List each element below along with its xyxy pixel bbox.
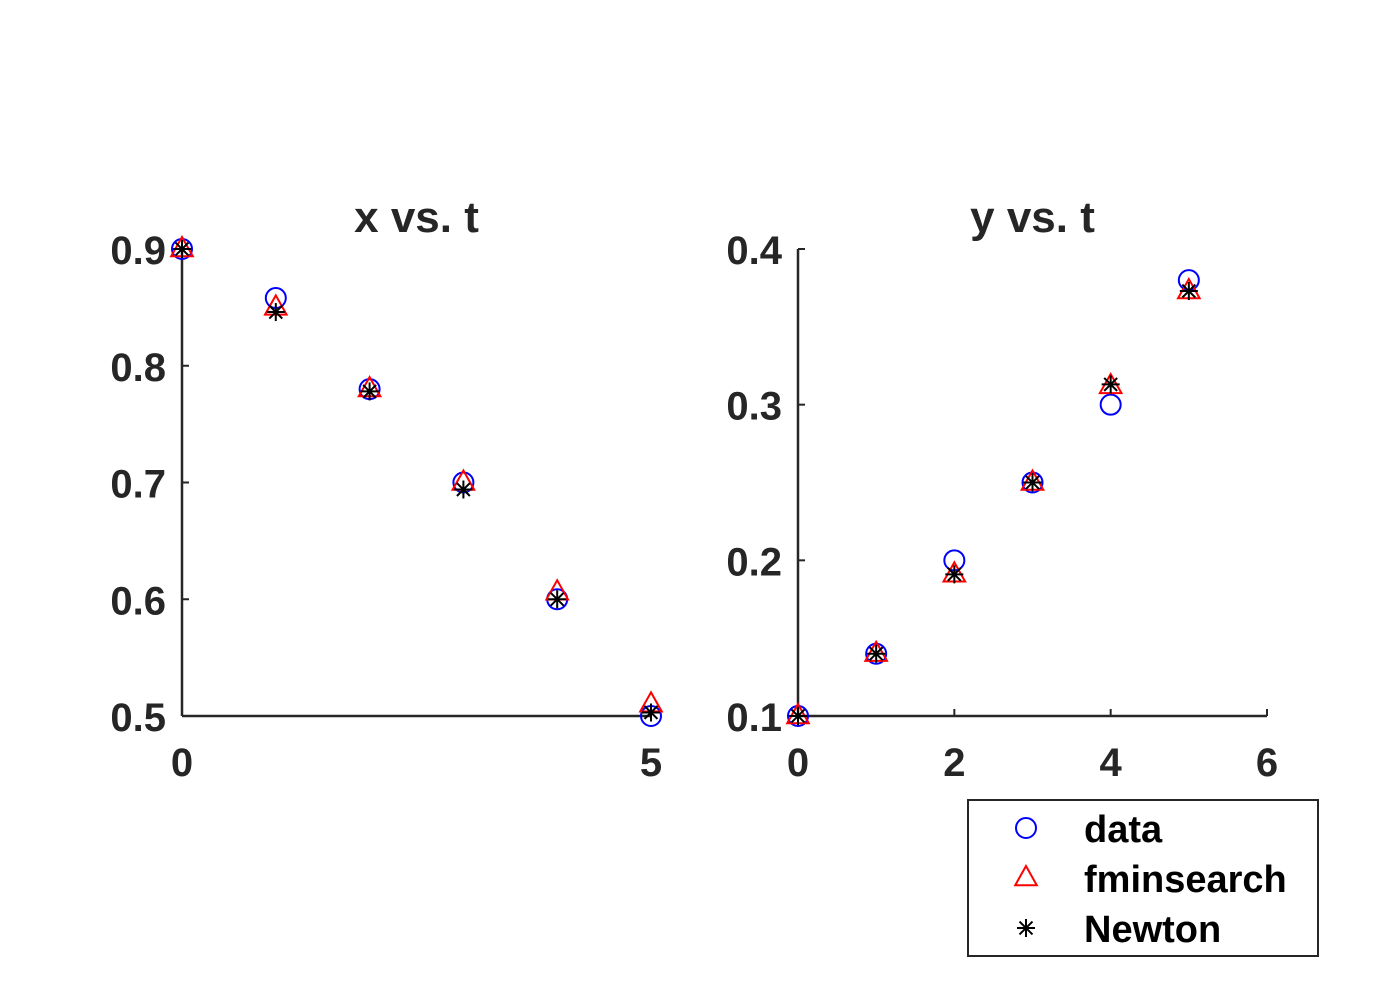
legend: data fminsearch Newton	[967, 799, 1319, 957]
legend-entry-Newton: Newton	[1017, 909, 1221, 951]
tick-labels: 0 2 4 6 0.1 0.2 0.3 0.4	[726, 229, 1278, 785]
Newton-point	[266, 303, 285, 322]
legend-marker-fminsearch	[1013, 863, 1039, 887]
x-tick-label: 0	[171, 741, 193, 785]
Newton-point	[1023, 473, 1042, 492]
Newton-point	[360, 382, 379, 401]
Newton-point	[1101, 375, 1120, 394]
legend-entries: data fminsearch Newton	[1013, 809, 1287, 951]
y-tick-label: 0.4	[726, 229, 782, 273]
legend-marker-data	[1015, 817, 1037, 839]
y-tick-label: 0.8	[110, 346, 166, 390]
axes	[796, 249, 1267, 718]
chart-x-vs-t: x vs. t 0 5 0.5 0.6 0.7 0.8 0.9	[110, 193, 664, 785]
x-tick-label: 4	[1100, 741, 1123, 785]
chart-y-vs-t: y vs. t 0 2 4 6 0.1 0.2 0.3 0.4	[726, 193, 1278, 785]
data-markers	[169, 234, 664, 727]
series-Newton	[173, 240, 660, 722]
legend-marker-Newton	[1017, 919, 1035, 937]
series-Newton	[789, 282, 1198, 725]
x-tick-label: 6	[1256, 741, 1278, 785]
y-tick-label: 0.1	[726, 696, 782, 740]
data-markers	[785, 269, 1202, 727]
x-tick-label: 0	[787, 741, 809, 785]
y-tick-label: 0.5	[110, 696, 166, 740]
legend-label: data	[1084, 809, 1163, 851]
Newton-point	[454, 480, 473, 499]
Newton-point	[1179, 282, 1198, 301]
legend-label: fminsearch	[1084, 859, 1287, 901]
y-tick-label: 0.6	[110, 579, 166, 623]
Newton-point	[642, 703, 660, 722]
x-tick-label: 5	[640, 741, 662, 785]
tick-labels: 0 5 0.5 0.6 0.7 0.8 0.9	[110, 229, 662, 785]
x-tick-label: 2	[943, 741, 965, 785]
Newton-point	[548, 590, 567, 609]
legend-entry-data: data	[1015, 809, 1163, 851]
data-point	[1099, 393, 1122, 416]
y-tick-label: 0.7	[110, 463, 166, 507]
Newton-point	[945, 565, 964, 584]
legend-entry-fminsearch: fminsearch	[1013, 859, 1287, 901]
chart-title: y vs. t	[970, 193, 1095, 242]
Newton-point	[867, 644, 886, 663]
Newton-point	[173, 240, 191, 258]
legend-label: Newton	[1084, 909, 1221, 951]
y-tick-label: 0.9	[110, 229, 166, 273]
Newton-point	[789, 707, 807, 725]
chart-title: x vs. t	[354, 193, 479, 242]
y-tick-label: 0.3	[726, 385, 782, 429]
y-tick-label: 0.2	[726, 540, 782, 584]
